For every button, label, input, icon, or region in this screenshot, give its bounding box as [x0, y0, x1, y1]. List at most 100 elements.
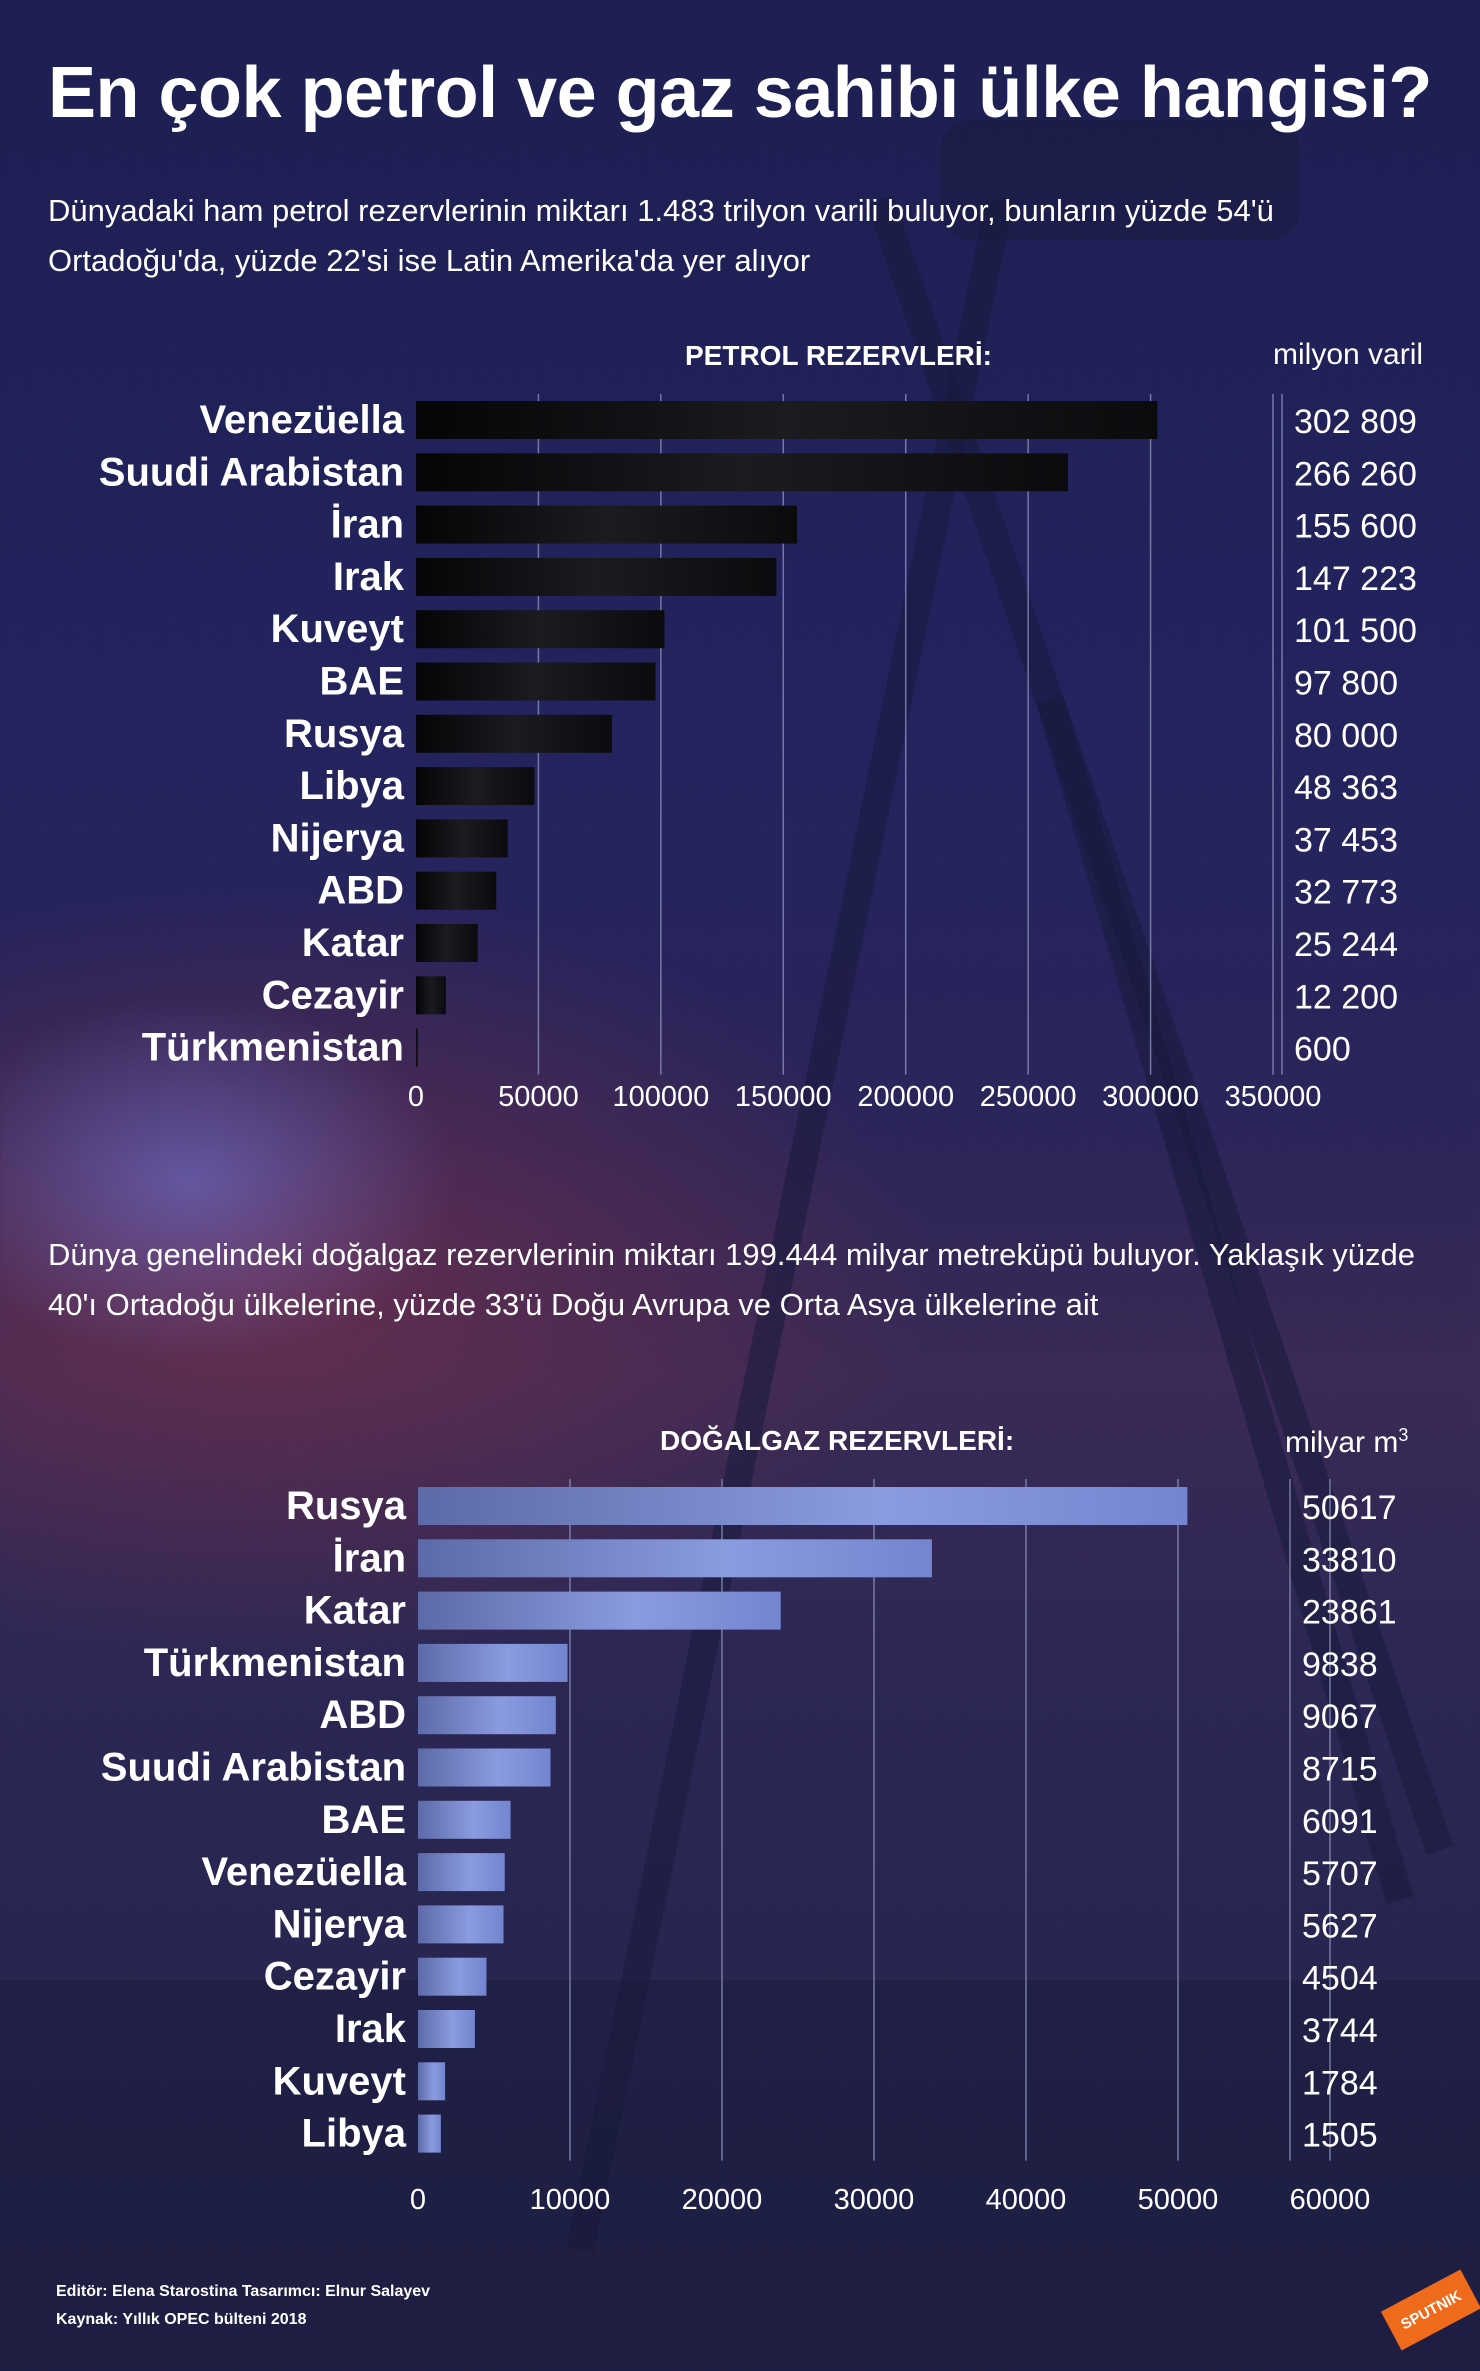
- gas-value-label: 23861: [1302, 1594, 1397, 1632]
- oil-value-label: 25 244: [1294, 926, 1398, 964]
- gas-category-label: Libya: [302, 2112, 407, 2156]
- oil-tick-label: 350000: [1225, 1081, 1322, 1113]
- oil-value-label: 32 773: [1294, 874, 1398, 912]
- oil-category-label: Türkmenistan: [142, 1026, 404, 1070]
- gas-tick-label: 20000: [682, 2184, 763, 2216]
- oil-bar: [416, 557, 777, 596]
- gas-bar: [418, 2062, 446, 2101]
- oil-category-label: Rusya: [284, 712, 405, 756]
- gas-category-label: Suudi Arabistan: [101, 1746, 406, 1790]
- oil-bar: [416, 401, 1158, 439]
- oil-bar: [416, 924, 478, 962]
- oil-value-label: 80 000: [1294, 717, 1398, 755]
- oil-category-label: Kuveyt: [271, 607, 404, 651]
- gas-value-label: 8715: [1302, 1751, 1378, 1789]
- gas-bar: [418, 1853, 505, 1892]
- gas-tick-label: 10000: [530, 2184, 611, 2216]
- gas-category-label: Cezayir: [264, 1955, 406, 1999]
- gas-bar: [418, 2114, 441, 2153]
- gas-bar: [418, 1591, 781, 1630]
- oil-bar: [416, 505, 797, 544]
- oil-value-label: 147 223: [1294, 560, 1417, 598]
- oil-bar: [416, 714, 612, 753]
- oil-value-label: 155 600: [1294, 508, 1417, 546]
- oil-category-label: Cezayir: [262, 973, 404, 1017]
- oil-category-label: Irak: [333, 555, 405, 599]
- footer-credits: Editör: Elena Starostina Tasarımcı: Elnu…: [56, 2283, 431, 2300]
- gas-category-label: Venezüella: [201, 1850, 406, 1894]
- gas-chart-heading: DOĞALGAZ REZERVLERİ:: [660, 1425, 1015, 1456]
- gas-value-label: 1784: [1302, 2064, 1378, 2102]
- oil-tick-label: 0: [408, 1081, 424, 1113]
- oil-tick-label: 300000: [1102, 1081, 1199, 1113]
- oil-chart-heading: PETROL REZERVLERİ:: [685, 340, 993, 371]
- gas-unit-text: milyar m: [1285, 1426, 1399, 1459]
- oil-tick-label: 50000: [498, 1081, 579, 1113]
- gas-bar: [418, 1487, 1188, 1525]
- gas-category-label: Nijerya: [273, 1902, 407, 1946]
- gas-tick-label: 0: [410, 2184, 426, 2216]
- gas-value-label: 5627: [1302, 1907, 1378, 1945]
- gas-bar: [418, 1696, 556, 1735]
- oil-category-label: İran: [331, 503, 404, 547]
- gas-unit-label: milyar m3: [1285, 1425, 1408, 1460]
- oil-category-label: ABD: [317, 869, 404, 913]
- oil-category-label: Katar: [302, 921, 404, 965]
- gas-tick-label: 60000: [1290, 2184, 1371, 2216]
- gas-value-label: 9838: [1302, 1646, 1378, 1684]
- gas-value-label: 50617: [1302, 1489, 1397, 1527]
- gas-value-label: 4504: [1302, 1960, 1378, 1998]
- gas-category-label: Katar: [304, 1589, 406, 1633]
- gas-category-label: Türkmenistan: [144, 1641, 406, 1685]
- gas-category-label: ABD: [319, 1693, 406, 1737]
- gas-value-label: 9067: [1302, 1698, 1378, 1736]
- gas-bar: [418, 1539, 932, 1578]
- oil-tick-label: 250000: [980, 1081, 1077, 1113]
- gas-unit-superscript: 3: [1398, 1425, 1409, 1445]
- oil-category-label: Suudi Arabistan: [99, 450, 404, 494]
- oil-value-label: 600: [1294, 1031, 1351, 1069]
- oil-category-label: Venezüella: [199, 398, 404, 442]
- oil-bar: [416, 662, 656, 701]
- gas-tick-label: 30000: [834, 2184, 915, 2216]
- gas-reserves-chart: Rusya 50617 İran 33810 Katar 23861 Türkmenista…: [0, 1465, 1480, 2225]
- oil-bar: [416, 819, 508, 858]
- gas-intro-text: Dünya genelindeki doğalgaz rezervlerinin…: [48, 1237, 1416, 1322]
- oil-tick-label: 150000: [735, 1081, 832, 1113]
- gas-tick-label: 40000: [986, 2184, 1067, 2216]
- gas-category-label: Kuveyt: [273, 2059, 406, 2103]
- oil-value-label: 97 800: [1294, 665, 1398, 703]
- gas-value-label: 33810: [1302, 1541, 1397, 1579]
- gas-category-label: Irak: [335, 2007, 407, 2051]
- oil-value-label: 101 500: [1294, 612, 1417, 650]
- oil-value-label: 48 363: [1294, 769, 1398, 807]
- gas-bar: [418, 1643, 568, 1682]
- gas-bar: [418, 2010, 475, 2048]
- oil-tick-label: 200000: [857, 1081, 954, 1113]
- gas-value-label: 1505: [1302, 2117, 1378, 2155]
- oil-bar: [416, 871, 497, 910]
- gas-bar: [418, 1957, 487, 1996]
- page-title: En çok petrol ve gaz sahibi ülke hangisi…: [48, 53, 1432, 133]
- gas-bar: [418, 1800, 511, 1839]
- gas-value-label: 5707: [1302, 1855, 1378, 1893]
- gas-chart-svg: Rusya 50617 İran 33810 Katar 23861 Türkmenista…: [101, 1479, 1397, 2216]
- gas-tick-label: 50000: [1138, 2184, 1219, 2216]
- oil-intro-text: Dünyadaki ham petrol rezervlerinin mikta…: [48, 193, 1274, 278]
- oil-tick-label: 100000: [612, 1081, 709, 1113]
- oil-value-label: 12 200: [1294, 978, 1398, 1016]
- oil-category-label: BAE: [320, 660, 404, 704]
- oil-category-label: Libya: [300, 764, 405, 808]
- oil-value-label: 302 809: [1294, 403, 1417, 441]
- oil-bar: [416, 767, 535, 806]
- oil-category-label: Nijerya: [271, 816, 405, 860]
- gas-category-label: İran: [333, 1536, 406, 1580]
- oil-bar: [416, 1028, 418, 1067]
- gas-category-label: Rusya: [286, 1484, 407, 1528]
- oil-chart-svg: Venezüella 302 809 Suudi Arabistan 266 260 İ…: [99, 394, 1417, 1113]
- gas-category-label: BAE: [322, 1798, 406, 1842]
- oil-bar: [416, 453, 1068, 492]
- gas-value-label: 3744: [1302, 2012, 1378, 2050]
- oil-value-label: 266 260: [1294, 455, 1417, 493]
